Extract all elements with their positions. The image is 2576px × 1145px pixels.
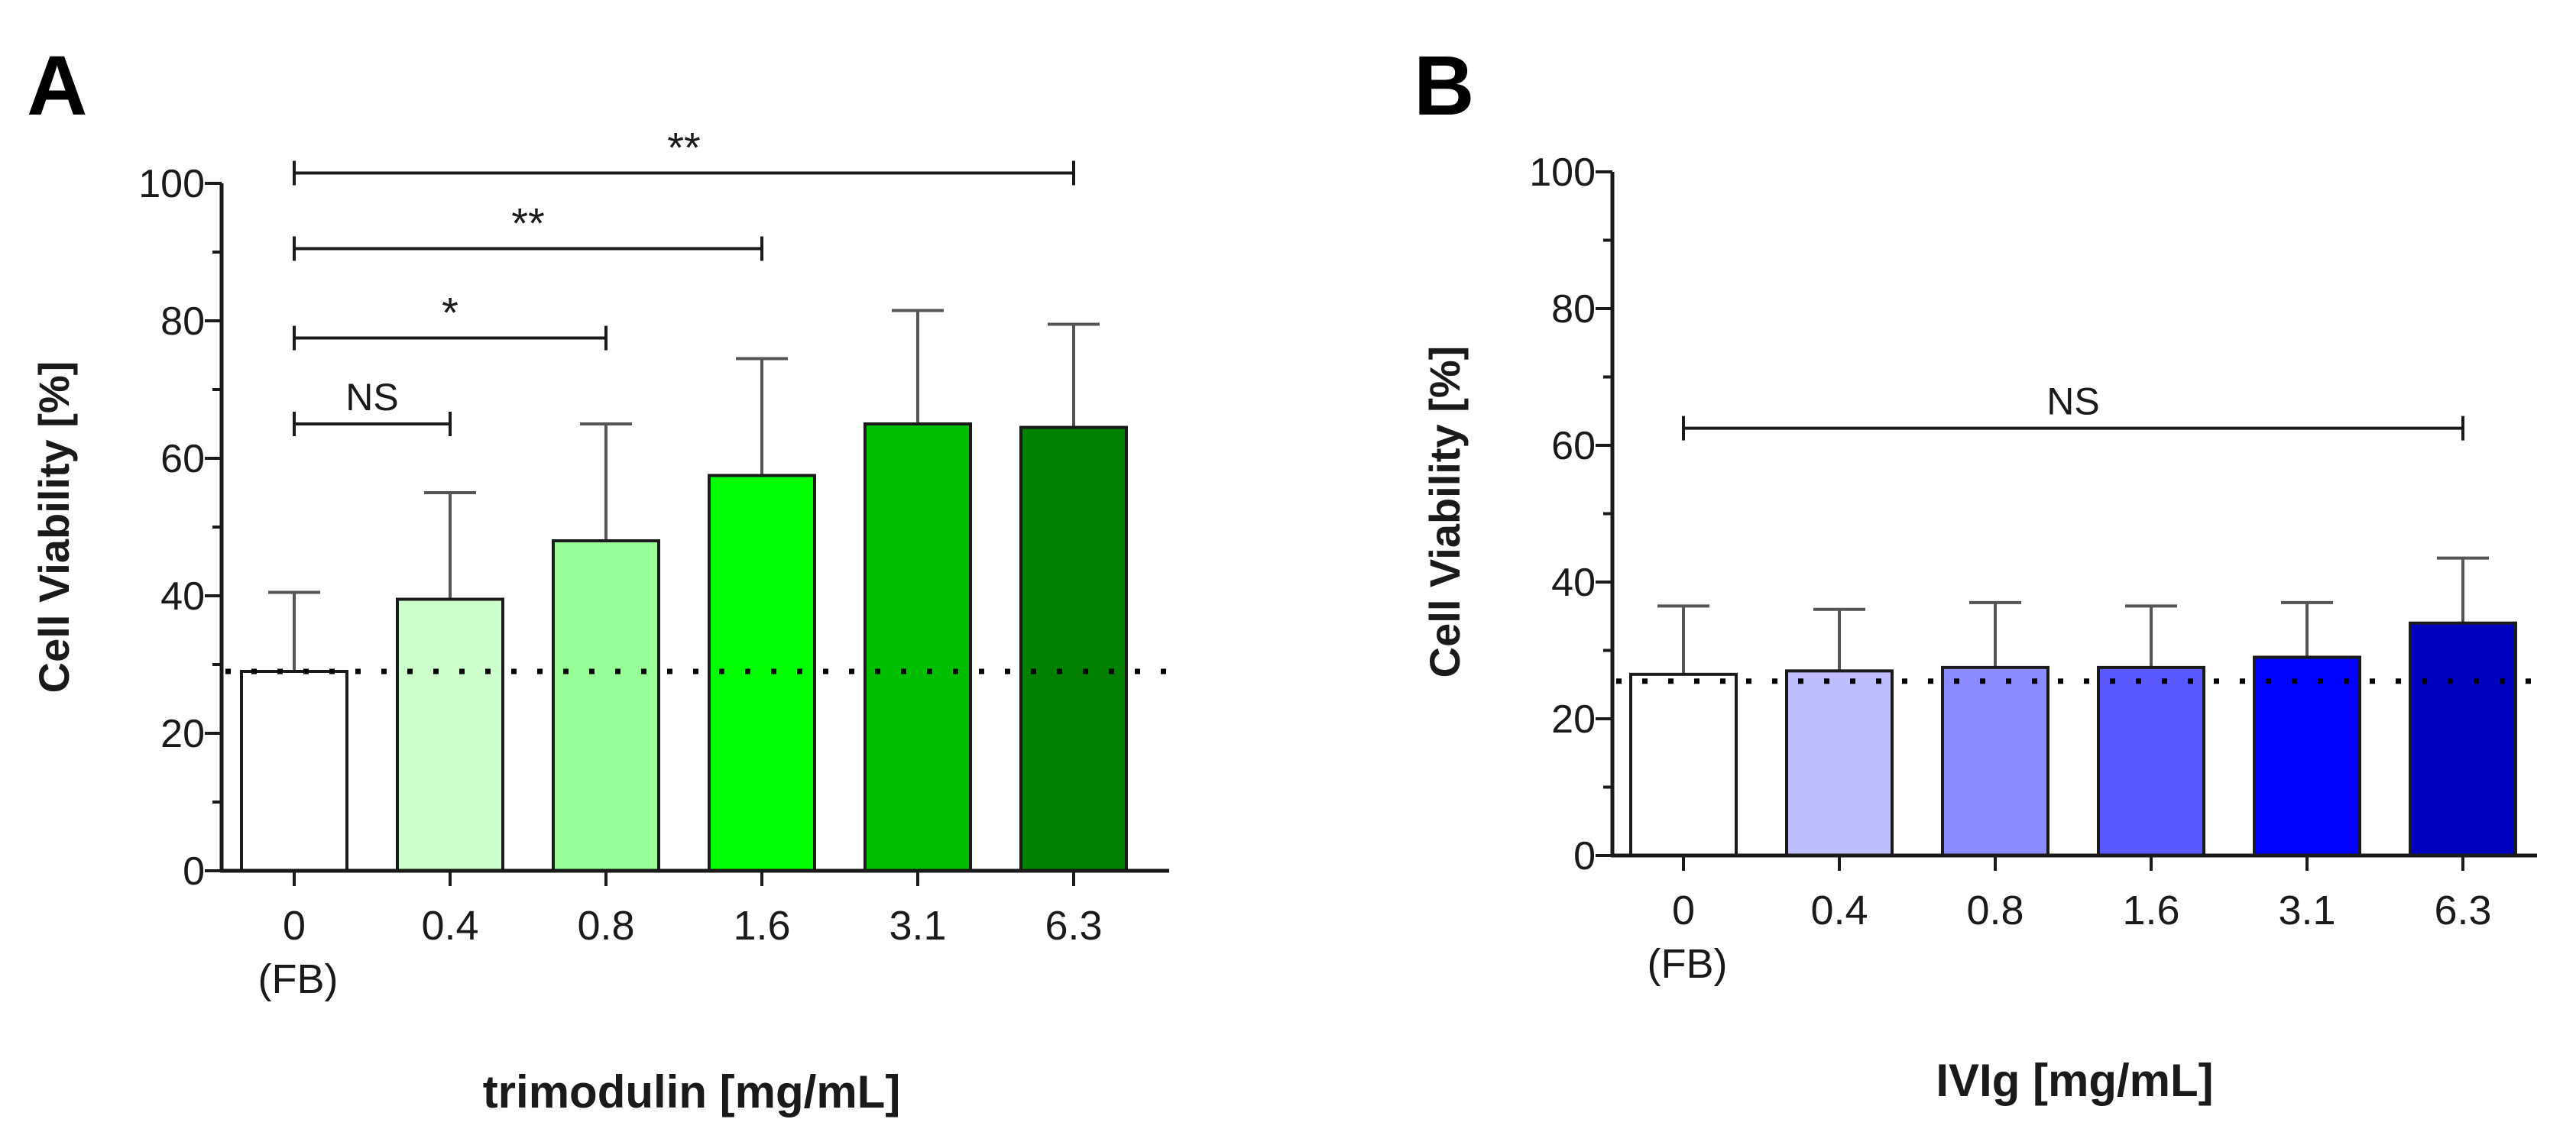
bar xyxy=(2097,665,2205,857)
bar xyxy=(396,597,504,872)
significance-label: ** xyxy=(511,199,545,247)
significance-label: NS xyxy=(345,376,398,419)
significance-label: * xyxy=(442,289,458,337)
bar xyxy=(864,422,972,872)
bar xyxy=(1019,425,1128,872)
panel-letter-b: B xyxy=(1414,39,1474,133)
bar xyxy=(2409,621,2517,857)
y-tick-label: 20 xyxy=(160,712,205,756)
bar xyxy=(240,670,348,872)
x-tick-label: 6.3 xyxy=(2434,888,2491,933)
y-tick-label: 80 xyxy=(1551,287,1596,332)
bar xyxy=(1941,665,2049,857)
x-tick-label: 1.6 xyxy=(2122,888,2179,933)
significance-label: ** xyxy=(667,124,701,172)
panel-b: B 0 20 40 60 80 100 0 (FB) 0.4 0.8 1.6 3.1 6.3 NS Cell… xyxy=(1414,39,2537,1106)
x-tick-sublabel: (FB) xyxy=(1648,941,1728,987)
x-tick-label: 0.8 xyxy=(577,903,634,949)
significance-label: NS xyxy=(2046,380,2099,423)
y-tick-label: 0 xyxy=(183,849,205,894)
bar xyxy=(1785,669,1894,857)
y-axis-title: Cell Viability [%] xyxy=(1421,346,1469,678)
y-tick-label: 60 xyxy=(1551,424,1596,468)
x-tick-label: 0 xyxy=(283,903,306,949)
x-tick-label: 0.4 xyxy=(1810,888,1868,933)
y-tick-label: 60 xyxy=(160,437,205,481)
x-axis-title: trimodulin [mg/mL] xyxy=(483,1066,901,1118)
bar xyxy=(1629,672,1738,858)
y-tick-label: 20 xyxy=(1551,697,1596,742)
x-tick-sublabel: (FB) xyxy=(258,956,339,1002)
x-tick-label: 0.8 xyxy=(1966,888,2024,933)
y-tick-label: 100 xyxy=(1529,150,1596,195)
y-tick-label: 80 xyxy=(160,299,205,344)
x-tick-label: 1.6 xyxy=(733,903,790,949)
y-tick-label: 40 xyxy=(1551,561,1596,605)
x-tick-label: 3.1 xyxy=(2278,888,2335,933)
x-tick-label: 0 xyxy=(1672,888,1695,933)
x-tick-label: 0.4 xyxy=(421,903,478,949)
x-tick-label: 3.1 xyxy=(889,903,946,949)
x-axis-title: IVIg [mg/mL] xyxy=(1936,1055,2213,1106)
y-tick-label: 100 xyxy=(138,162,205,206)
bar xyxy=(552,539,660,872)
y-tick-label: 40 xyxy=(160,574,205,619)
bar xyxy=(2253,655,2361,857)
y-axis-title: Cell Viability [%] xyxy=(30,361,78,694)
y-tick-label: 0 xyxy=(1573,834,1596,878)
panel-letter-a: A xyxy=(27,39,87,133)
x-tick-label: 6.3 xyxy=(1045,903,1102,949)
